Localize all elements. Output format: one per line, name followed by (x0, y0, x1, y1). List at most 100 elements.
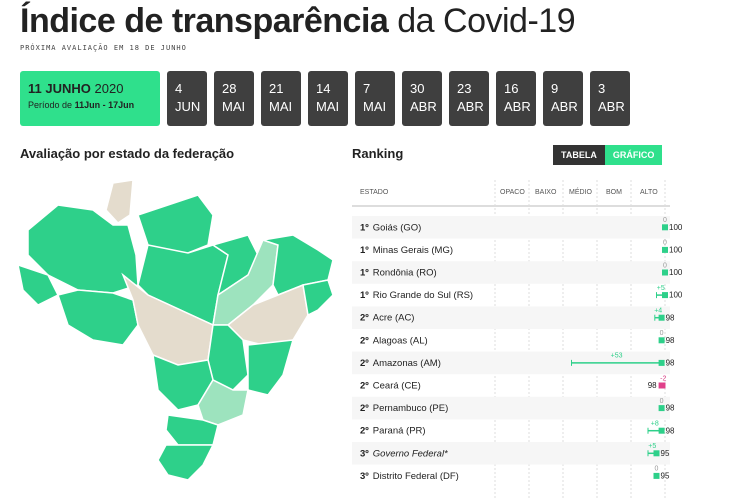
row-stripe (352, 396, 670, 420)
score-label: 98 (648, 381, 657, 390)
tab-day: 7 (363, 81, 371, 96)
date-tab[interactable]: 14 MAI (308, 71, 348, 126)
rank: 2º (360, 335, 369, 346)
date-tab[interactable]: 23 ABR (449, 71, 489, 126)
change-label: +5 (657, 285, 665, 292)
row-stripe (352, 261, 670, 284)
tab-month: MAI (222, 99, 246, 114)
score-marker (662, 246, 668, 253)
state-name: Pernambuco (PE) (373, 403, 449, 414)
active-day: 11 JUNHO (28, 81, 91, 96)
score-marker (658, 427, 665, 434)
change-label: 0 (655, 466, 659, 473)
date-tab[interactable]: 4 JUN (167, 71, 207, 126)
map-title: Avaliação por estado da federação (20, 146, 235, 161)
score-label: 98 (666, 336, 675, 345)
change-label: +53 (611, 353, 623, 360)
rank: 2º (360, 380, 369, 391)
score-label: 98 (666, 404, 675, 413)
title: Índice de transparência da Covid-19 (20, 2, 576, 41)
brazil-map (18, 179, 334, 481)
change-label: 0 (660, 398, 664, 405)
column-header: BOM (606, 189, 622, 196)
column-header: BAIXO (535, 189, 557, 196)
state-name: Acre (AC) (373, 312, 415, 323)
state-name: Goiás (GO) (373, 222, 422, 233)
rank: 1º (360, 267, 369, 278)
score-marker (658, 382, 665, 389)
score-label: 98 (666, 313, 675, 322)
row-label: 1º Rondônia (RO) (360, 267, 437, 278)
row-label: 1º Goiás (GO) (360, 222, 421, 233)
row-label: 3º Distrito Federal (DF) (360, 470, 459, 481)
row-label: 1º Rio Grande do Sul (RS) (360, 290, 473, 301)
active-tab[interactable]: 11 JUNHO 2020 Período de 11Jun - 17Jun (20, 71, 160, 126)
rank: 2º (360, 357, 369, 368)
rank: 1º (360, 244, 369, 255)
tab-month: JUN (175, 99, 201, 114)
row-label: 2º Pernambuco (PE) (360, 403, 448, 414)
date-tabs: 11 JUNHO 2020 Período de 11Jun - 17Jun 4… (20, 71, 630, 126)
row-label: 3º Governo Federal* (360, 448, 448, 459)
score-marker (662, 292, 668, 299)
score-label: 98 (666, 359, 675, 368)
tab-day: 28 (222, 81, 237, 96)
change-label: +8 (651, 421, 659, 428)
change-label: 0 (663, 262, 667, 269)
date-tab[interactable]: 3 ABR (590, 71, 630, 126)
date-tab[interactable]: 16 ABR (496, 71, 536, 126)
row-label: 2º Alagoas (AL) (360, 335, 428, 346)
state (247, 339, 295, 396)
date-tab[interactable]: 7 MAI (355, 71, 395, 126)
score-label: 100 (669, 268, 682, 277)
toggle-button[interactable]: TABELA (553, 145, 605, 165)
change-label: 0 (663, 240, 667, 247)
state-name: Distrito Federal (DF) (373, 470, 459, 481)
row-stripe (352, 216, 670, 239)
row-label: 2º Acre (AC) (360, 312, 414, 323)
toggle-button[interactable]: GRÁFICO (604, 145, 663, 165)
tab-month: ABR (598, 99, 625, 114)
score-label: 98 (666, 426, 675, 435)
rank: 2º (360, 312, 369, 323)
state-name: Minas Gerais (MG) (373, 244, 453, 255)
date-tab[interactable]: 9 ABR (543, 71, 583, 126)
change-label: -2 (660, 375, 666, 382)
row-stripe (352, 442, 670, 465)
score-marker (658, 359, 665, 366)
state-name: Paraná (PR) (373, 425, 426, 436)
state (157, 444, 215, 481)
ranking-chart: ESTADO OPACO BAIXO MÉDIO BOM ALTO 1º Goiás (GO)… (352, 180, 682, 500)
rank: 3º (360, 470, 369, 481)
date-tab[interactable]: 30 ABR (402, 71, 442, 126)
score-marker (653, 450, 660, 457)
rank: 1º (360, 222, 369, 233)
date-tab[interactable]: 28 MAI (214, 71, 254, 126)
tab-day: 21 (269, 81, 284, 96)
column-header: ESTADO (360, 189, 389, 196)
state (57, 289, 139, 346)
row-label: 2º Ceará (CE) (360, 380, 421, 391)
date-tab[interactable]: 21 MAI (261, 71, 301, 126)
state-name: Rio Grande do Sul (RS) (373, 290, 473, 301)
row-stripe (352, 306, 670, 329)
change-label: +5 (648, 443, 656, 450)
period: 11Jun - 17Jun (74, 100, 135, 110)
tab-day: 4 (175, 81, 183, 96)
tab-day: 23 (457, 81, 472, 96)
state-name: Amazonas (AM) (373, 357, 441, 368)
score-marker (662, 224, 668, 231)
tab-day: 30 (410, 81, 425, 96)
tab-month: ABR (551, 99, 578, 114)
state (302, 279, 334, 317)
score-marker (658, 314, 665, 321)
tab-month: ABR (457, 99, 484, 114)
score-label: 100 (669, 223, 682, 232)
score-label: 95 (661, 472, 670, 481)
tab-month: MAI (363, 99, 387, 114)
state-name: Rondônia (RO) (373, 267, 437, 278)
active-period: Período de 11Jun - 17Jun (28, 100, 152, 110)
state (105, 179, 134, 224)
score-label: 100 (669, 246, 682, 255)
